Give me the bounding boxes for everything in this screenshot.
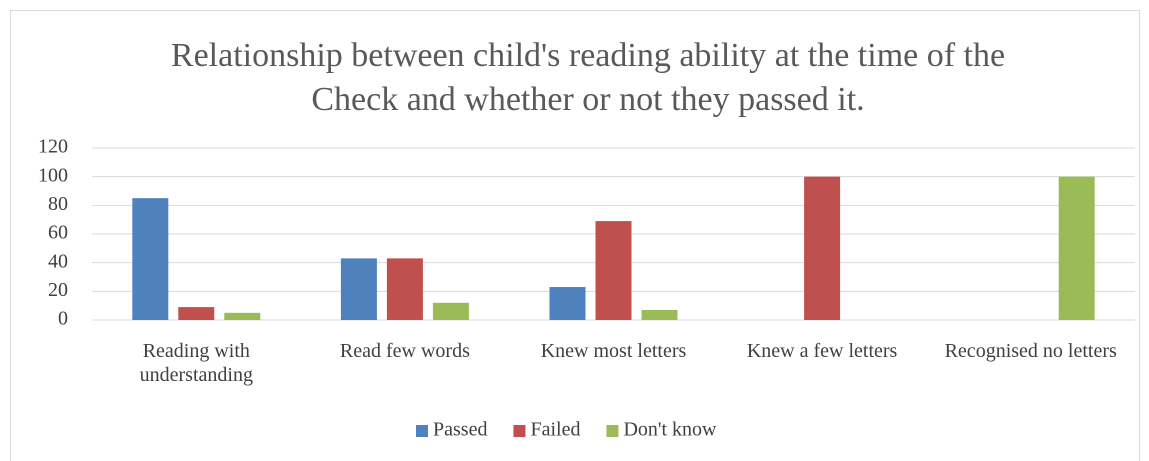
- x-tick-label: Read few words: [339, 340, 470, 362]
- bar: [178, 307, 215, 320]
- legend-label: Passed: [433, 419, 487, 441]
- legend-swatch: [606, 425, 619, 437]
- bar: [340, 258, 377, 320]
- y-tick-label: 40: [48, 250, 68, 272]
- x-tick-label: Knew a few letters: [746, 340, 898, 362]
- chart-title: Relationship between child's reading abi…: [170, 37, 1006, 118]
- y-tick-label: 20: [48, 279, 68, 301]
- y-tick-label: 0: [58, 308, 68, 330]
- legend-label: Failed: [530, 419, 580, 441]
- y-tick-label: 120: [38, 136, 68, 158]
- bar: [595, 221, 632, 320]
- bar: [386, 258, 423, 320]
- y-tick-label: 100: [38, 164, 68, 186]
- x-tick-label: Reading with understanding: [139, 340, 253, 386]
- bar: [804, 176, 841, 320]
- legend-swatch: [416, 425, 428, 437]
- bar: [224, 312, 261, 320]
- bar: [432, 302, 469, 320]
- bar: [1058, 176, 1095, 320]
- bar: [549, 287, 586, 320]
- x-tick-label: Knew most letters: [540, 340, 687, 362]
- bar: [641, 309, 678, 320]
- legend-label: Don't know: [623, 419, 717, 441]
- x-tick-label: Recognised no letters: [944, 340, 1117, 362]
- y-tick-label: 80: [48, 193, 68, 215]
- y-tick-label: 60: [48, 222, 68, 244]
- bar: [132, 198, 169, 320]
- legend-swatch: [513, 425, 526, 437]
- chart-border: [10, 10, 1140, 461]
